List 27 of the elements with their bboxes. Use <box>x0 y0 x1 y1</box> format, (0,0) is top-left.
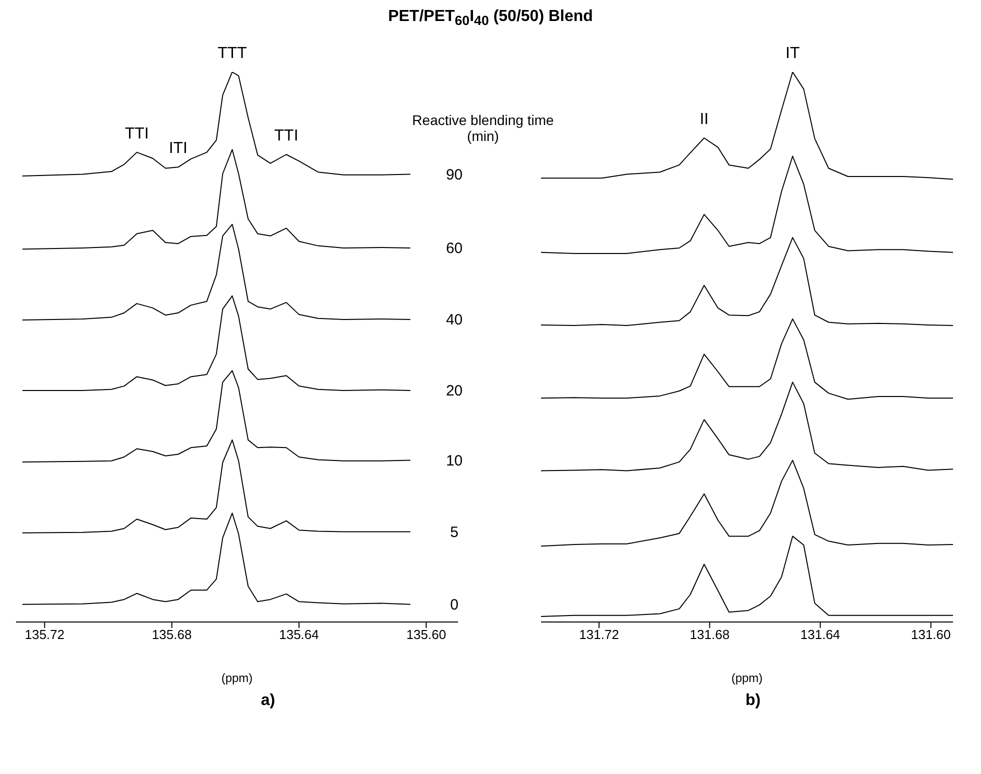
x-tick-label: 131.60 <box>910 627 951 642</box>
text: 5 <box>450 524 458 541</box>
text: 10 <box>446 452 463 470</box>
text: 90 <box>446 166 463 184</box>
text: b) <box>744 692 762 710</box>
annotation: TTT <box>218 45 248 62</box>
text: 20 <box>446 382 463 400</box>
text: a) <box>260 692 276 710</box>
x-tick-label: 135.60 <box>406 627 446 642</box>
annotation: TTI <box>124 125 149 142</box>
legend-title: Reactive blending time (min) <box>411 112 555 144</box>
annotation: ITI <box>168 140 188 158</box>
annotation: II <box>700 111 709 128</box>
x-tick-label: 135.72 <box>24 627 64 642</box>
text: 40 <box>446 312 463 328</box>
x-tick-label: 135.68 <box>152 627 192 642</box>
x-tick-label: 135.64 <box>279 627 319 642</box>
annotation: TTI <box>274 128 298 144</box>
x-tick-label: 131.72 <box>579 627 619 642</box>
x-axis-title: (ppm) <box>731 671 763 685</box>
text: 60 <box>446 240 463 257</box>
x-tick-label: 131.64 <box>800 627 840 642</box>
text: 0 <box>450 596 458 614</box>
annotation: IT <box>786 45 800 62</box>
x-tick-label: 131.68 <box>690 627 730 642</box>
text: PET/PET$_{60}$I$_{40}$ (50/50) Blend <box>387 8 594 30</box>
x-axis-title: (ppm) <box>221 671 253 685</box>
